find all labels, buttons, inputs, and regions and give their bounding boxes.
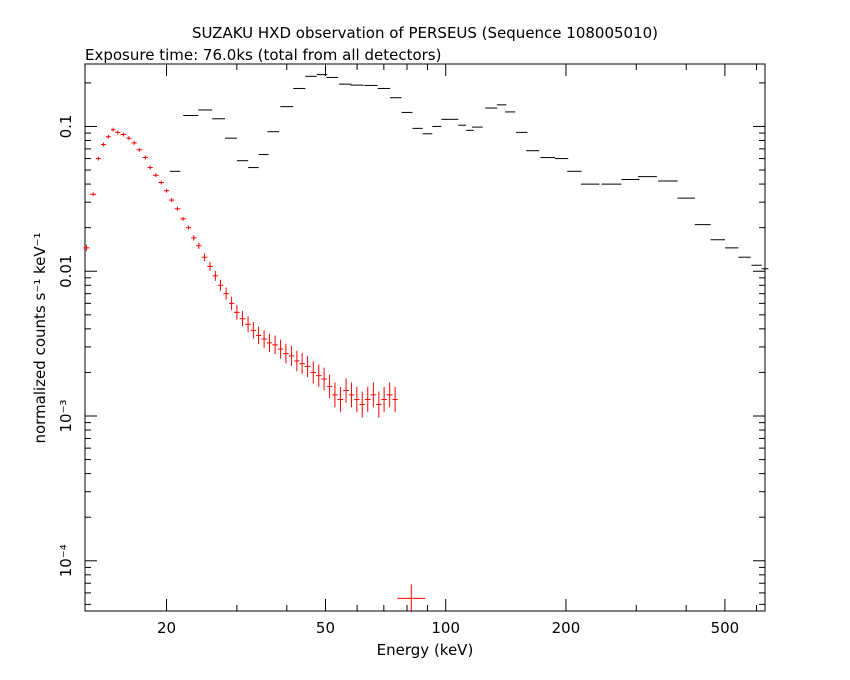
x-tick-label: 50 [316, 619, 335, 637]
data-series [83, 74, 769, 613]
y-tick-label: 10⁻⁴ [57, 544, 75, 577]
y-tick-label: 0.01 [57, 255, 75, 288]
axis-ticks [85, 64, 765, 611]
y-axis-label: normalized counts s⁻¹ keV⁻¹ [31, 232, 49, 443]
plot-frame [84, 63, 766, 612]
x-tick-label: 20 [157, 619, 176, 637]
x-tick-label: 200 [552, 619, 581, 637]
chart-title: SUZAKU HXD observation of PERSEUS (Seque… [192, 24, 658, 42]
chart-subtitle: Exposure time: 76.0ks (total from all de… [85, 46, 441, 64]
y-tick-label: 10⁻³ [57, 399, 75, 432]
x-axis-label: Energy (keV) [377, 641, 474, 659]
axis-tick-labels: 20 50 100 200 500 0.1 0.01 10⁻³ 10⁻⁴ [57, 115, 739, 637]
series-1 [169, 74, 769, 270]
series-0 [83, 127, 426, 613]
x-tick-label: 500 [711, 619, 740, 637]
x-tick-label: 100 [431, 619, 460, 637]
y-tick-label: 0.1 [57, 115, 75, 139]
